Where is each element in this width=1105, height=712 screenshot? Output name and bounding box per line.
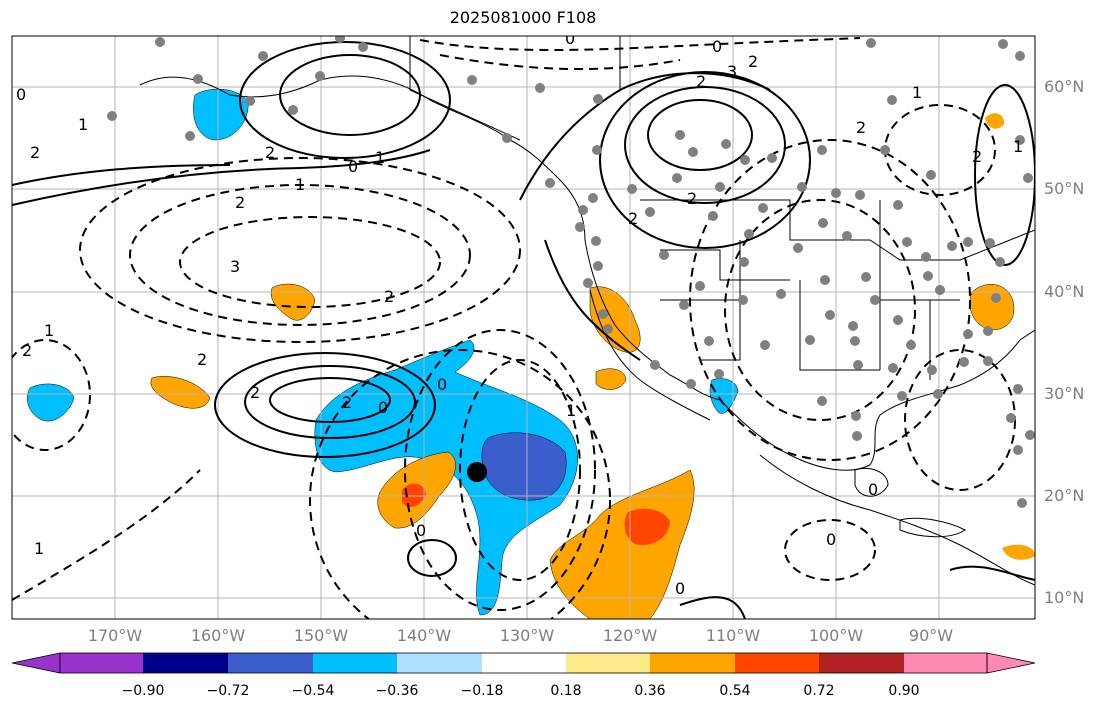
lat-label-60n: 60°N <box>1044 77 1085 96</box>
coastlines <box>139 36 1035 586</box>
colorbar-tick-label: −0.72 <box>206 683 250 699</box>
lat-label-40n: 40°N <box>1044 282 1085 301</box>
contour-value-label: 1 <box>78 115 88 134</box>
lon-label-110w: 110°W <box>705 626 761 645</box>
contour-value-label: 2 <box>22 341 32 360</box>
contour-value-label: 2 <box>250 383 260 402</box>
lon-label-130w: 130°W <box>499 626 555 645</box>
colorbar-tick-label: 0.90 <box>888 683 920 699</box>
contour-value-label: 0 <box>565 29 575 48</box>
contour-value-label: 2 <box>687 189 697 208</box>
colorbar-tick-label: −0.54 <box>291 683 335 699</box>
colorbar <box>11 652 1036 674</box>
contour-value-label: 2 <box>197 350 207 369</box>
map-title: 2025081000 F108 <box>449 8 597 27</box>
contour-value-label: 1 <box>912 83 922 102</box>
map-frame <box>11 35 1036 620</box>
lon-label-160w: 160°W <box>190 626 246 645</box>
contour-value-label: 2 <box>384 287 394 306</box>
colorbar-tick-label: −0.18 <box>460 683 504 699</box>
lon-label-100w: 100°W <box>808 626 864 645</box>
contour-value-label: 3 <box>727 62 737 81</box>
contour-value-label: 0 <box>348 157 358 176</box>
solid-contours <box>12 41 1035 619</box>
contour-value-label: 2 <box>696 72 706 91</box>
contour-value-label: 2 <box>972 147 982 166</box>
colorbar-tick-label: 0.72 <box>803 683 835 699</box>
dashed-contours <box>12 37 1016 619</box>
contour-value-label: 1 <box>34 539 44 558</box>
contour-value-label: 0 <box>826 530 836 549</box>
lat-label-10n: 10°N <box>1044 588 1085 607</box>
colorbar-tick-label: −0.90 <box>121 683 165 699</box>
contour-value-label: 1 <box>295 175 305 194</box>
contour-value-label: 1 <box>1013 137 1023 156</box>
lat-label-20n: 20°N <box>1044 486 1085 505</box>
colorbar-tick-label: 0.18 <box>550 683 582 699</box>
contour-value-label: 1 <box>566 401 576 420</box>
contour-value-label: 2 <box>628 209 638 228</box>
gridlines <box>12 36 1035 619</box>
contour-value-label: 0 <box>868 480 878 499</box>
contour-value-label: 2 <box>856 118 866 137</box>
lat-label-50n: 50°N <box>1044 179 1085 198</box>
contour-value-label: 0 <box>416 521 426 540</box>
contour-value-label: 0 <box>378 398 388 417</box>
lat-label-30n: 30°N <box>1044 384 1085 403</box>
contour-value-label: 0 <box>675 579 685 598</box>
contour-value-label: 0 <box>437 375 447 394</box>
lon-label-140w: 140°W <box>396 626 452 645</box>
lon-label-170w: 170°W <box>87 626 143 645</box>
contour-value-label: 2 <box>30 143 40 162</box>
colorbar-tick-label: 0.54 <box>719 683 751 699</box>
colorbar-tick-label: 0.36 <box>634 683 666 699</box>
colorbar-tick-label: −0.36 <box>375 683 419 699</box>
contour-value-label: 0 <box>712 37 722 56</box>
contour-value-label: 2 <box>342 393 352 412</box>
contour-value-label: 0 <box>16 85 26 104</box>
shaded-fields <box>27 88 1035 619</box>
contour-value-label: 1 <box>44 321 54 340</box>
contour-value-label: 1 <box>375 148 385 167</box>
storm-center-dot <box>467 462 487 482</box>
lon-label-120w: 120°W <box>602 626 658 645</box>
lon-label-90w: 90°W <box>908 626 954 645</box>
lon-label-150w: 150°W <box>293 626 349 645</box>
station-markers <box>107 36 1035 508</box>
contour-value-label: 2 <box>235 193 245 212</box>
contour-value-label: 2 <box>748 52 758 71</box>
contour-value-label: 3 <box>230 257 240 276</box>
contour-value-label: 2 <box>265 143 275 162</box>
